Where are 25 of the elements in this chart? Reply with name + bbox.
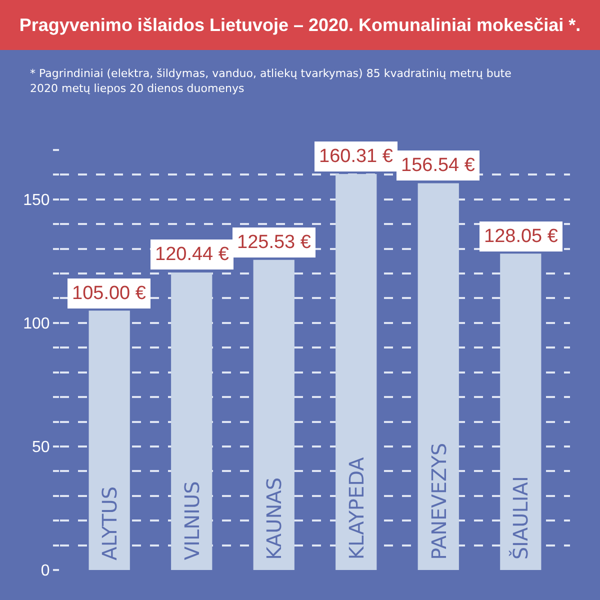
x-tick-label: ALYTUS	[97, 486, 122, 560]
data-label: 160.31 €	[319, 146, 394, 167]
text: 2020 metų liepos 20 dienos duomenys	[30, 82, 244, 95]
x-tick-label: ŠIAULIAI	[508, 476, 533, 560]
text: * Pagrindiniai (elektra, šildymas, vanduo, atliekų tvarkymas) 85 kvadratinių metrų bute	[30, 67, 512, 80]
bar	[88, 310, 130, 570]
bar	[336, 174, 377, 570]
y-tick-label: 150	[23, 192, 50, 210]
x-tick-label: PANEVEZYS	[426, 442, 451, 560]
y-tick-label: 100	[23, 316, 50, 333]
data-label: 156.54 €	[401, 155, 476, 176]
data-label: 105.00 €	[72, 283, 146, 304]
y-tick-label: 50	[32, 439, 50, 456]
data-label: 128.05 €	[484, 226, 558, 247]
y-tick-label: 0	[40, 562, 50, 580]
x-tick-label: VILNIUS	[180, 481, 204, 560]
bar	[500, 254, 542, 570]
bar	[418, 183, 459, 570]
data-label: 125.53 €	[237, 232, 312, 253]
x-tick-label: KLAYPEDA	[344, 456, 369, 560]
bar	[171, 272, 212, 570]
data-label: 120.44 €	[155, 244, 230, 265]
x-tick-label: KAUNAS	[262, 477, 286, 560]
chart-title: Pragyvenimo išlaidos Lietuvoje – 2020. Komunaliniai mokesčiai *.	[0, 0, 600, 50]
bar	[253, 260, 294, 570]
